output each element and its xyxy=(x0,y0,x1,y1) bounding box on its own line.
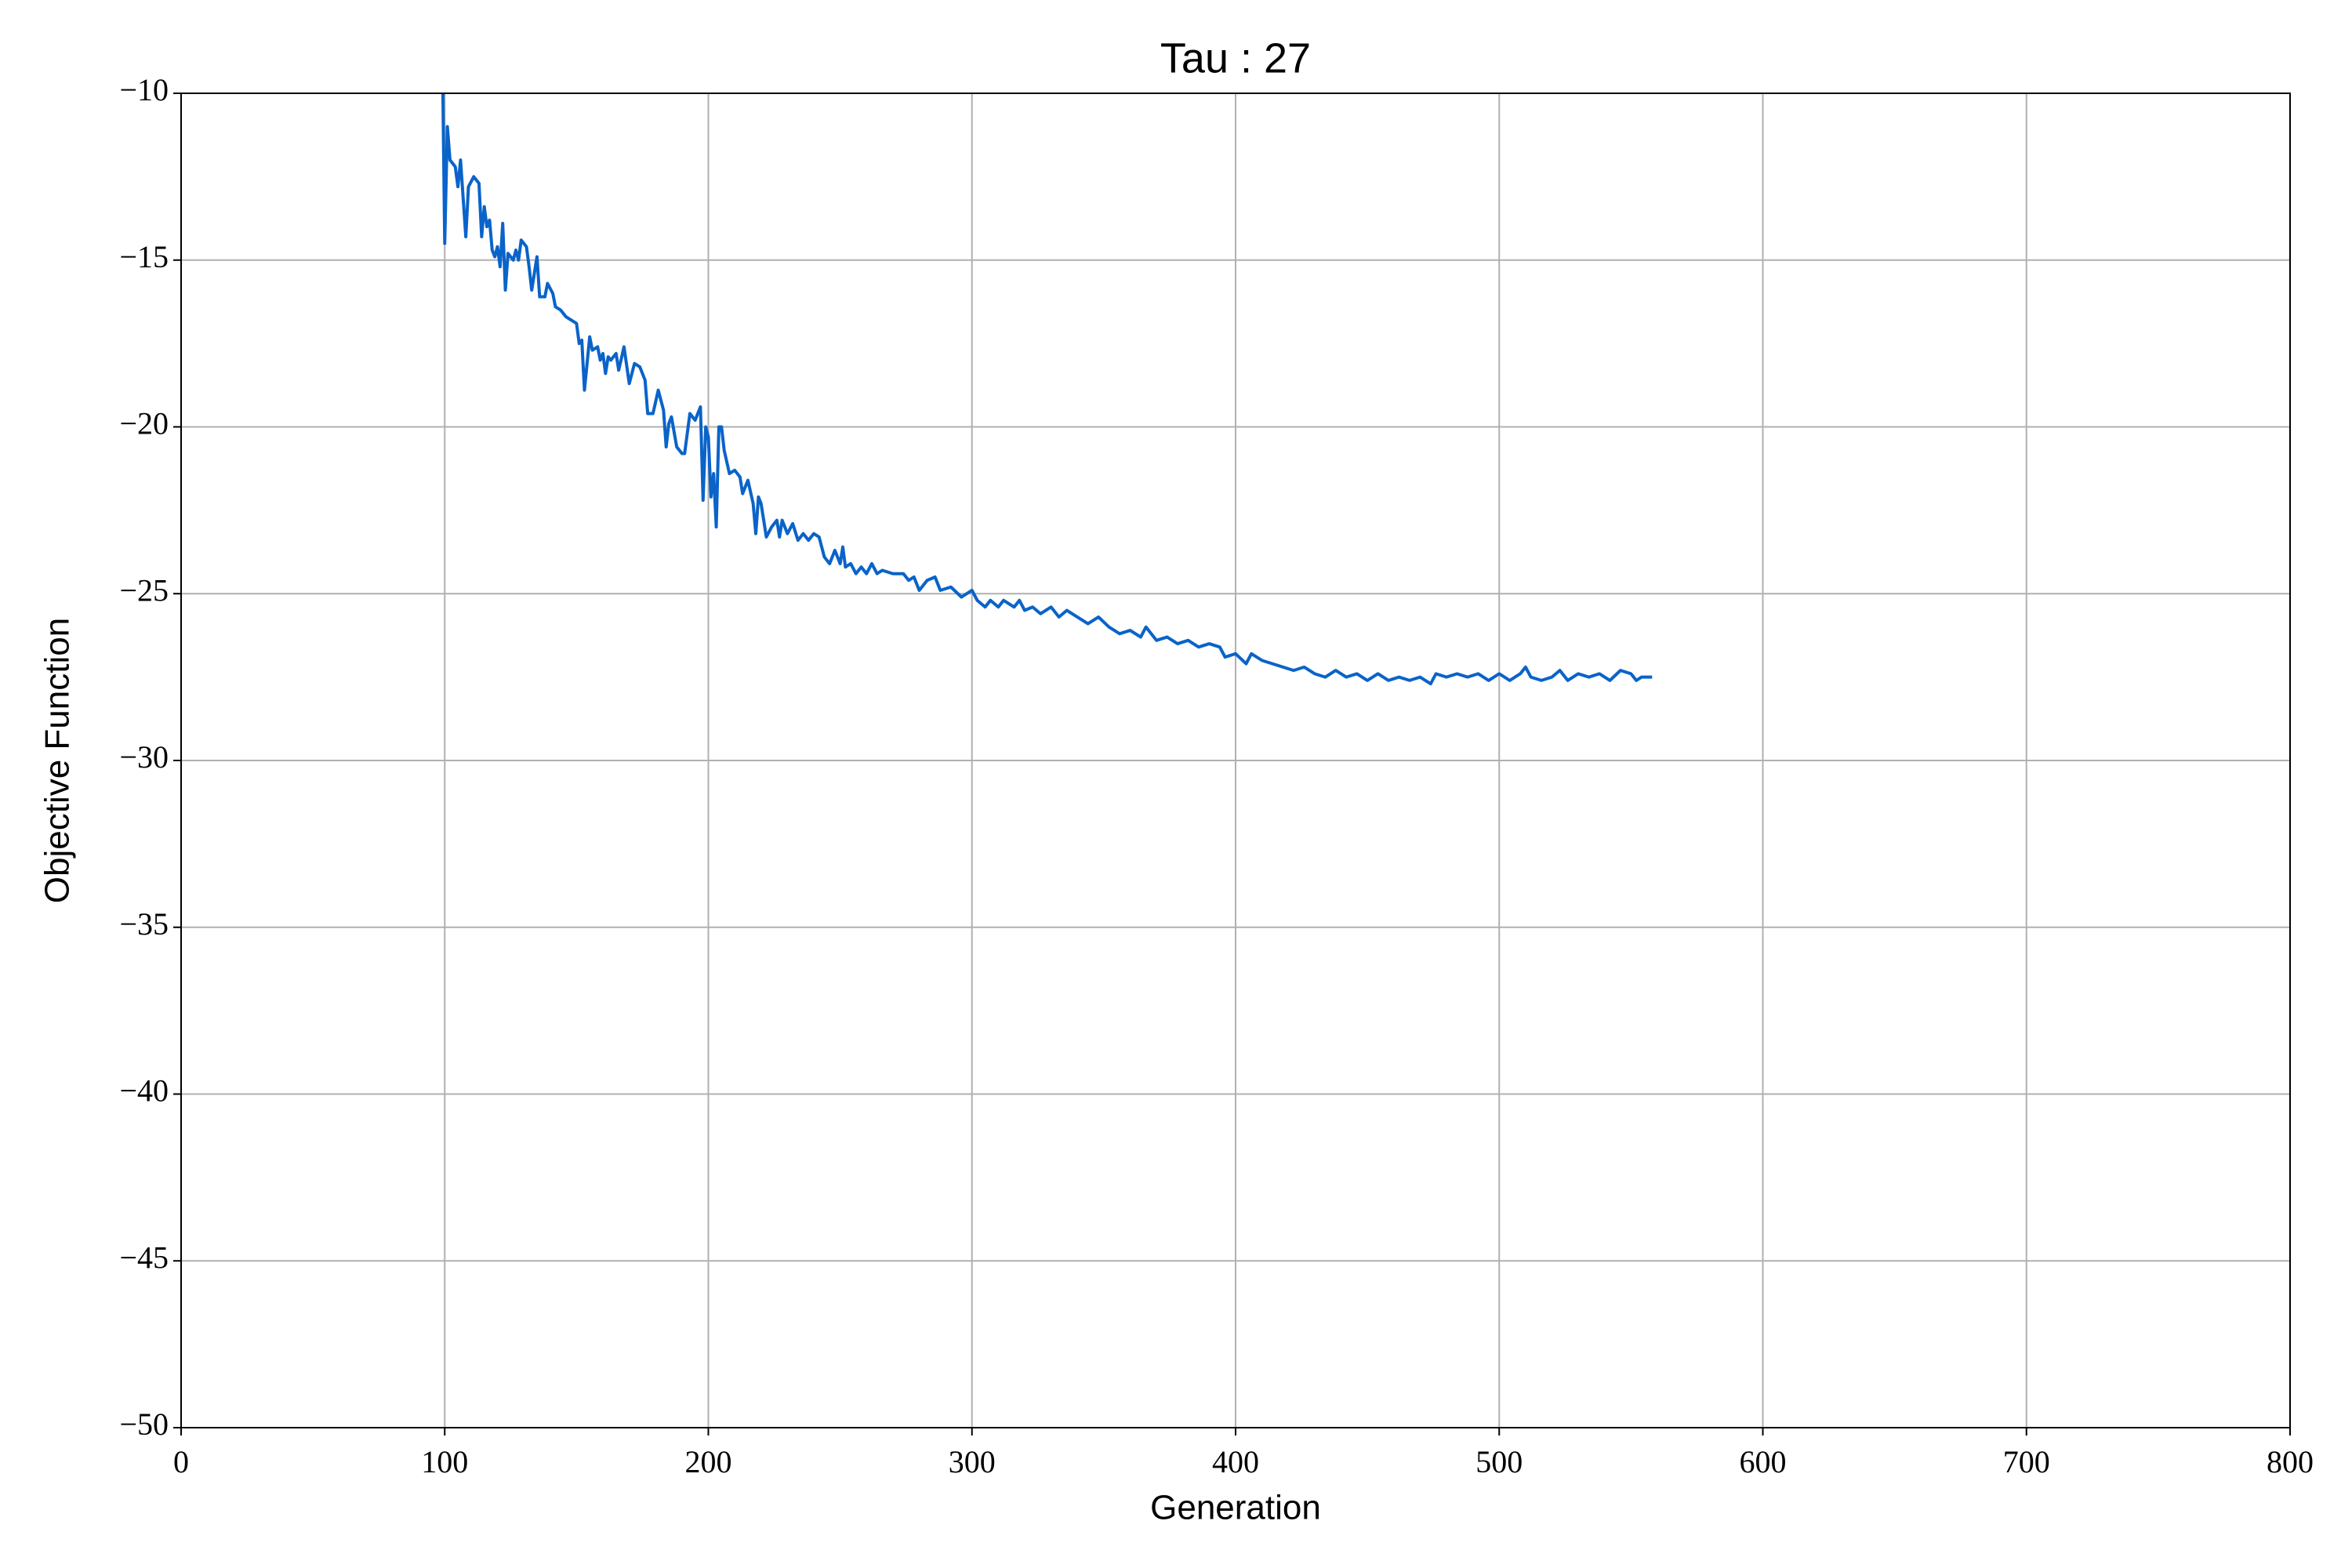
y-tick-label: −20 xyxy=(119,406,169,441)
x-axis-label: Generation xyxy=(1150,1489,1321,1527)
y-tick-label: −25 xyxy=(119,572,169,608)
y-axis-label: Objective Function xyxy=(38,618,77,903)
x-tick-label: 100 xyxy=(421,1444,468,1479)
x-tick-label: 700 xyxy=(2003,1444,2050,1479)
y-tick-label: −15 xyxy=(119,239,169,274)
x-tick-label: 500 xyxy=(1475,1444,1523,1479)
plot-frame xyxy=(180,93,2291,1428)
x-tick-label: 200 xyxy=(685,1444,732,1479)
x-tick-label: 300 xyxy=(949,1444,996,1479)
chart-title: Tau : 27 xyxy=(1160,34,1311,82)
x-tick-label: 600 xyxy=(1740,1444,1787,1479)
y-tick-label: −50 xyxy=(119,1406,169,1442)
x-tick-label: 0 xyxy=(173,1444,189,1479)
y-tick-label: −30 xyxy=(119,739,169,775)
y-tick-label: −45 xyxy=(119,1240,169,1275)
x-tick-label: 400 xyxy=(1212,1444,1259,1479)
data-line xyxy=(441,93,1653,686)
y-tick-label: −40 xyxy=(119,1073,169,1109)
y-tick-label: −10 xyxy=(119,72,169,107)
y-tick-label: −35 xyxy=(119,906,169,942)
x-tick-label: 800 xyxy=(2267,1444,2314,1479)
